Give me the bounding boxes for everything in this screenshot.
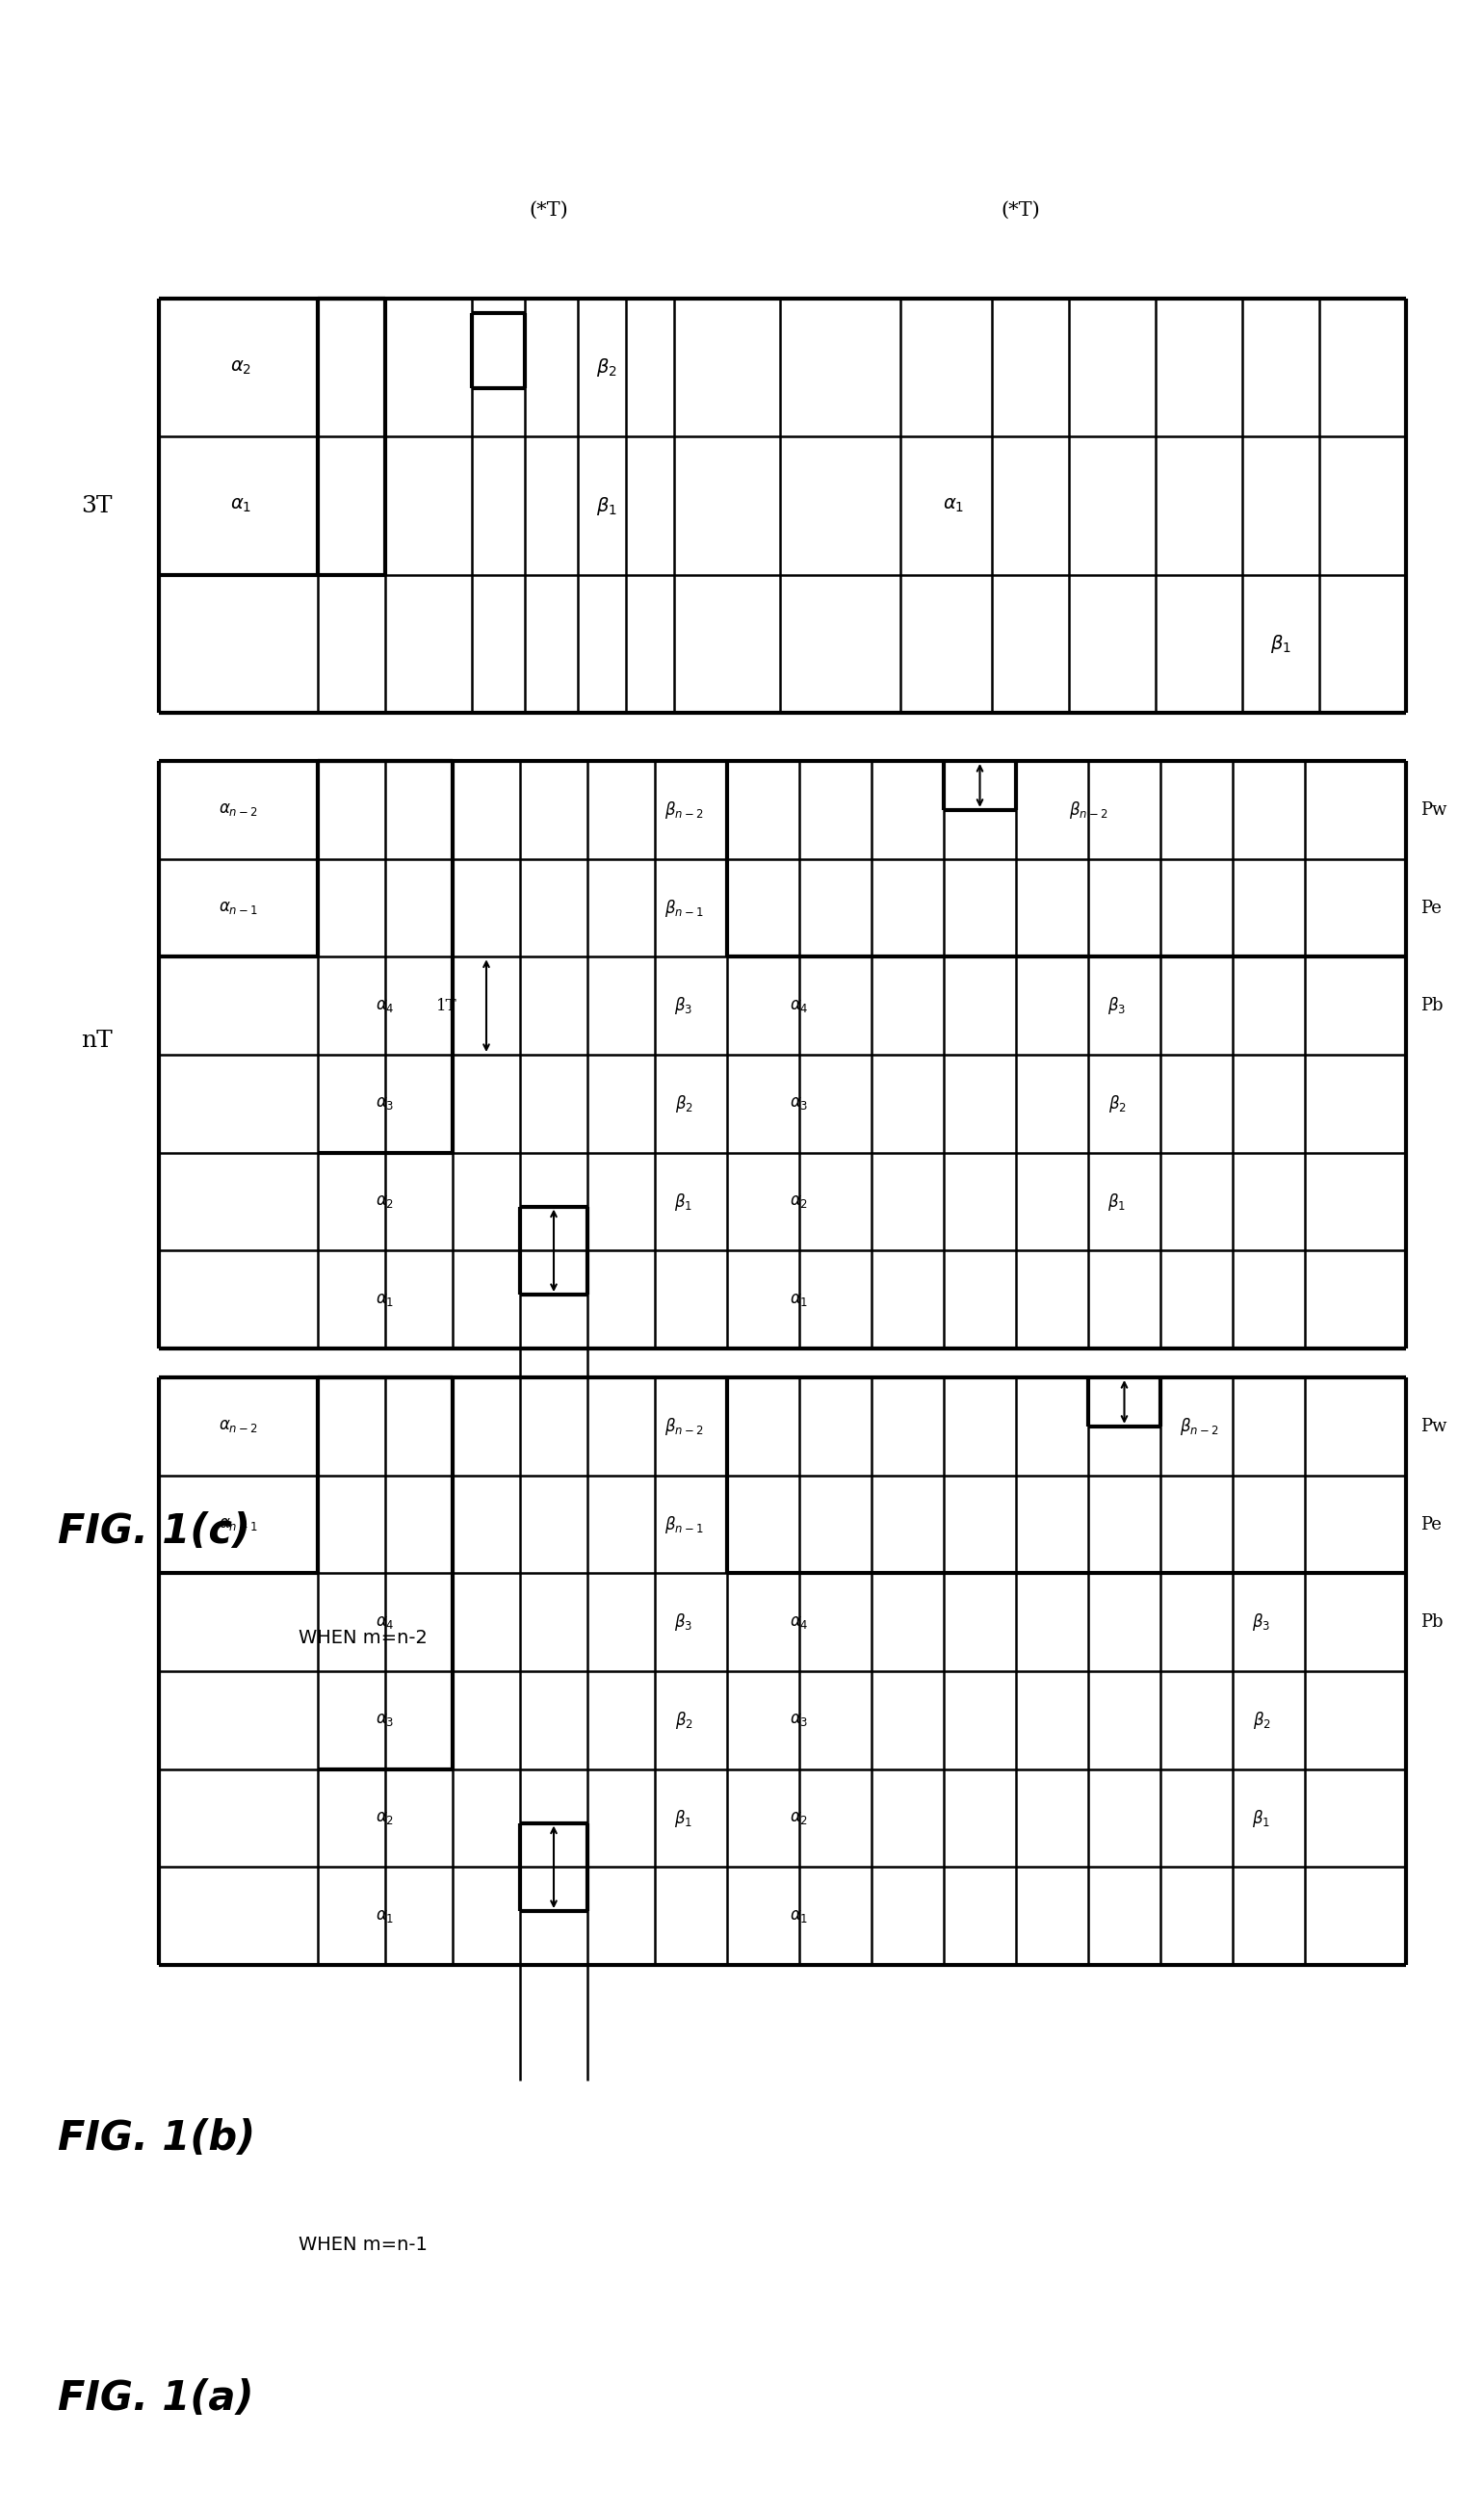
- Text: $\alpha_1$: $\alpha_1$: [942, 498, 965, 515]
- Text: $\beta_3$: $\beta_3$: [675, 1611, 693, 1632]
- Text: FIG. 1(a): FIG. 1(a): [58, 2378, 254, 2418]
- Text: $\alpha_2$: $\alpha_2$: [230, 360, 251, 377]
- Text: $\beta_{n-2}$: $\beta_{n-2}$: [1180, 1415, 1218, 1438]
- Text: $\alpha_1$: $\alpha_1$: [230, 498, 251, 515]
- Text: $\alpha_1$: $\alpha_1$: [375, 1908, 395, 1923]
- Text: $\alpha_1$: $\alpha_1$: [789, 1292, 809, 1307]
- Text: $\alpha_2$: $\alpha_2$: [375, 1810, 395, 1825]
- Text: $\beta_2$: $\beta_2$: [1109, 1094, 1126, 1114]
- Text: Pe: Pe: [1420, 900, 1441, 918]
- Text: $\beta_1$: $\beta_1$: [597, 495, 617, 518]
- Text: $\beta_3$: $\beta_3$: [1252, 1611, 1270, 1632]
- Text: 1T: 1T: [436, 998, 457, 1013]
- Text: WHEN m=n-2: WHEN m=n-2: [298, 1629, 427, 1647]
- Text: 3T: 3T: [80, 495, 111, 518]
- Text: $\beta_1$: $\beta_1$: [675, 1808, 693, 1828]
- Text: Pw: Pw: [1420, 802, 1447, 820]
- Text: $\beta_3$: $\beta_3$: [675, 996, 693, 1016]
- Text: $\beta_2$: $\beta_2$: [1252, 1710, 1270, 1730]
- Text: FIG. 1(b): FIG. 1(b): [58, 2119, 255, 2160]
- Text: $\beta_2$: $\beta_2$: [675, 1094, 693, 1114]
- Text: $\alpha_4$: $\alpha_4$: [789, 1614, 809, 1632]
- Text: $\alpha_1$: $\alpha_1$: [789, 1908, 809, 1923]
- Text: $\beta_3$: $\beta_3$: [1109, 996, 1126, 1016]
- Text: WHEN m=n-1: WHEN m=n-1: [298, 2235, 427, 2253]
- Text: $\alpha_3$: $\alpha_3$: [789, 1096, 809, 1111]
- Text: $\beta_1$: $\beta_1$: [1270, 634, 1291, 654]
- Text: $\alpha_3$: $\alpha_3$: [789, 1712, 809, 1727]
- Text: $\beta_{n-2}$: $\beta_{n-2}$: [665, 799, 703, 820]
- Text: FIG. 1(c): FIG. 1(c): [58, 1511, 251, 1551]
- Text: $\beta_2$: $\beta_2$: [675, 1710, 693, 1730]
- Text: $\alpha_1$: $\alpha_1$: [375, 1292, 395, 1307]
- Text: $\alpha_3$: $\alpha_3$: [375, 1096, 395, 1111]
- Text: $\alpha_2$: $\alpha_2$: [789, 1194, 809, 1209]
- Text: Pw: Pw: [1420, 1418, 1447, 1435]
- Text: $\alpha_{n-2}$: $\alpha_{n-2}$: [218, 1418, 258, 1435]
- Text: $\beta_{n-1}$: $\beta_{n-1}$: [665, 1513, 703, 1536]
- Text: $\alpha_2$: $\alpha_2$: [789, 1810, 809, 1825]
- Text: $\alpha_{n-1}$: $\alpha_{n-1}$: [218, 900, 258, 915]
- Text: $\alpha_{n-1}$: $\alpha_{n-1}$: [218, 1516, 258, 1534]
- Text: $\beta_1$: $\beta_1$: [1252, 1808, 1270, 1828]
- Text: (*T): (*T): [530, 201, 568, 219]
- Text: $\alpha_4$: $\alpha_4$: [375, 998, 395, 1013]
- Text: Pb: Pb: [1420, 1614, 1442, 1632]
- Text: Pb: Pb: [1420, 998, 1442, 1016]
- Text: $\beta_1$: $\beta_1$: [1109, 1192, 1126, 1212]
- Text: $\alpha_2$: $\alpha_2$: [375, 1194, 395, 1209]
- Text: Pe: Pe: [1420, 1516, 1441, 1534]
- Text: $\alpha_3$: $\alpha_3$: [375, 1712, 395, 1727]
- Text: $\beta_{n-2}$: $\beta_{n-2}$: [1068, 799, 1107, 820]
- Text: $\beta_{n-2}$: $\beta_{n-2}$: [665, 1415, 703, 1438]
- Text: $\beta_1$: $\beta_1$: [675, 1192, 693, 1212]
- Text: (*T): (*T): [1002, 201, 1040, 219]
- Text: nT: nT: [80, 1028, 113, 1051]
- Text: $\alpha_{n-2}$: $\alpha_{n-2}$: [218, 802, 258, 817]
- Text: $\beta_2$: $\beta_2$: [597, 357, 617, 380]
- Text: $\alpha_4$: $\alpha_4$: [789, 998, 809, 1013]
- Text: $\beta_{n-1}$: $\beta_{n-1}$: [665, 897, 703, 918]
- Text: $\alpha_4$: $\alpha_4$: [375, 1614, 395, 1632]
